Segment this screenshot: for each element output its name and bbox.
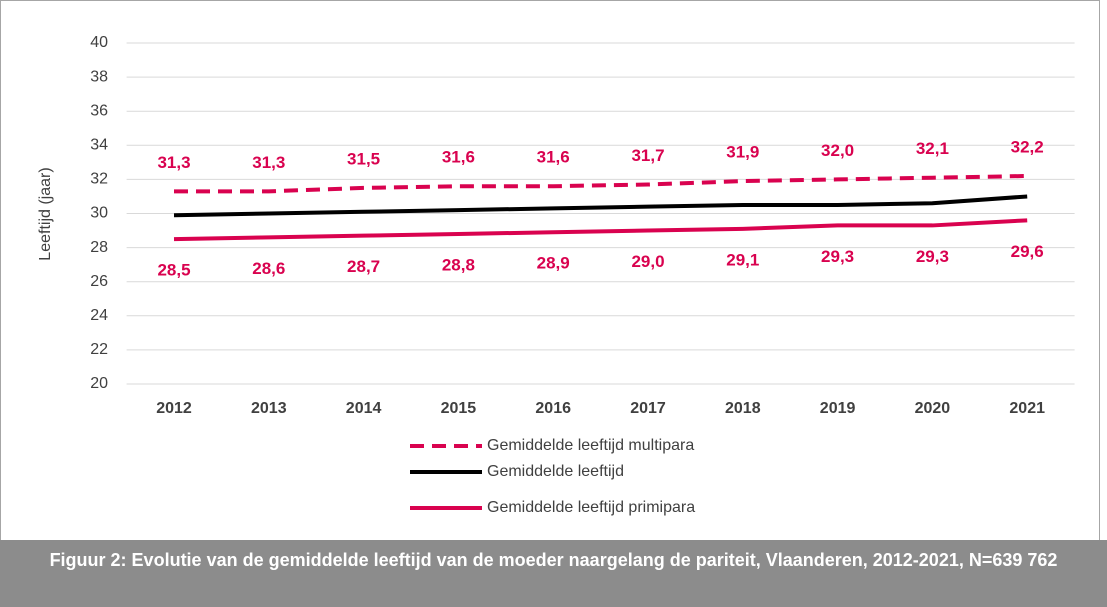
data-label: 28,7 xyxy=(347,257,380,276)
caption: Figuur 2: Evolutie van de gemiddelde lee… xyxy=(0,540,1107,607)
y-tick-label: 28 xyxy=(90,239,108,256)
data-label: 29,0 xyxy=(631,252,664,271)
x-tick-label: 2013 xyxy=(251,400,287,417)
legend-label: Gemiddelde leeftijd multipara xyxy=(487,437,694,454)
data-label: 29,3 xyxy=(916,247,949,266)
series-line xyxy=(173,218,1028,242)
data-label: 29,1 xyxy=(726,250,759,269)
y-tick-label: 24 xyxy=(90,307,108,324)
data-label: 28,6 xyxy=(252,259,285,278)
legend-label: Gemiddelde leeftijd xyxy=(487,463,624,480)
y-tick-label: 22 xyxy=(90,341,108,358)
chart-border xyxy=(0,0,1100,540)
data-label: 29,6 xyxy=(1011,242,1044,261)
x-tick-label: 2014 xyxy=(346,400,382,417)
series-line xyxy=(173,194,1028,218)
x-tick-label: 2020 xyxy=(915,400,951,417)
x-tick-label: 2019 xyxy=(820,400,856,417)
data-label: 28,5 xyxy=(157,261,190,280)
series-line xyxy=(174,173,1028,194)
data-label: 29,3 xyxy=(821,247,854,266)
y-tick-label: 26 xyxy=(90,273,108,290)
chart: Leeftijd (jaar) 20 22 24 26 28 30 32 34 36 38 40 20… xyxy=(0,0,1100,540)
data-label: 31,6 xyxy=(442,148,475,167)
data-label: 31,5 xyxy=(347,149,380,168)
data-label: 31,3 xyxy=(157,153,190,172)
data-label: 31,3 xyxy=(252,153,285,172)
data-label: 31,9 xyxy=(726,143,759,162)
data-label: 31,6 xyxy=(537,148,570,167)
data-label: 31,7 xyxy=(631,146,664,165)
y-axis-label: Leeftijd (jaar) xyxy=(37,167,54,260)
x-tick-label: 2012 xyxy=(156,400,192,417)
y-tick-label: 20 xyxy=(90,375,108,392)
y-tick-label: 36 xyxy=(90,102,108,119)
x-tick-label: 2017 xyxy=(630,400,666,417)
data-label: 28,8 xyxy=(442,255,475,274)
x-tick-label: 2016 xyxy=(535,400,571,417)
legend-label: Gemiddelde leeftijd primipara xyxy=(487,499,695,516)
x-tick-label: 2018 xyxy=(725,400,761,417)
data-label: 32,2 xyxy=(1011,137,1044,156)
data-label: 32,0 xyxy=(821,141,854,160)
x-tick-label: 2021 xyxy=(1009,400,1045,417)
y-tick-label: 32 xyxy=(90,171,108,188)
y-tick-label: 30 xyxy=(90,205,108,222)
x-tick-label: 2015 xyxy=(441,400,477,417)
y-tick-label: 40 xyxy=(90,34,108,51)
data-label: 32,1 xyxy=(916,139,949,158)
data-label: 28,9 xyxy=(537,254,570,273)
y-tick-label: 34 xyxy=(90,137,108,154)
y-tick-label: 38 xyxy=(90,68,108,85)
